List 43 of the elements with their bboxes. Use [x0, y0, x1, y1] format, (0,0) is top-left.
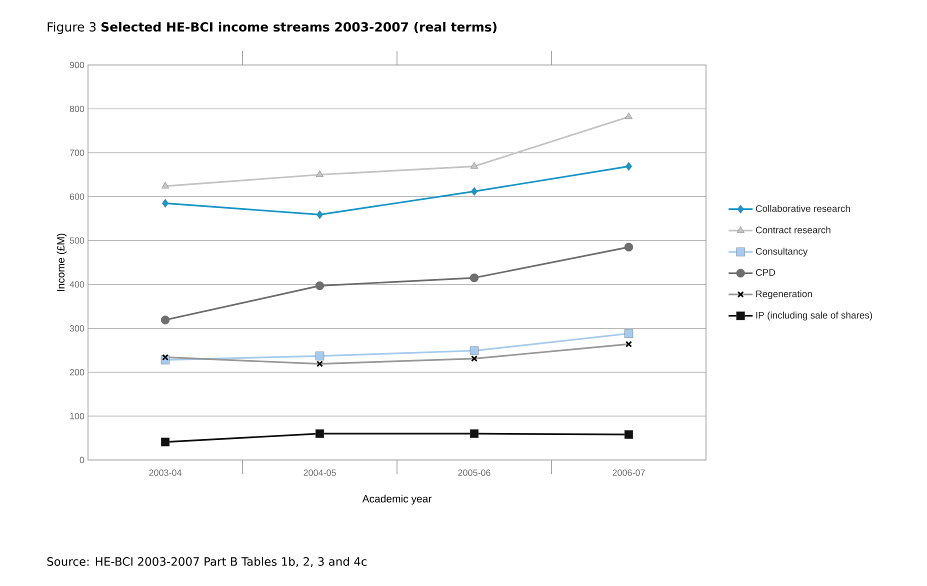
point: [162, 198, 169, 208]
point: [470, 274, 479, 282]
point: [470, 187, 478, 196]
legend-label: IP (including sale of shares): [756, 312, 872, 320]
point: [625, 162, 632, 171]
x-tick-label: 2006-07: [612, 470, 645, 476]
point: [160, 438, 170, 446]
point: [315, 281, 324, 290]
y-tick-label: 900: [70, 62, 84, 68]
legend-label: Consultancy: [756, 248, 808, 257]
point: [470, 162, 478, 169]
point: [470, 346, 479, 356]
point: [315, 352, 324, 360]
point: [315, 429, 324, 438]
y-tick-label: 300: [70, 325, 84, 332]
y-tick-label: 200: [70, 369, 84, 376]
point: [624, 112, 633, 120]
point: [470, 429, 479, 438]
legend-label: Regeneration: [756, 290, 812, 300]
y-tick-label: 400: [70, 281, 84, 288]
legend-label: Contract research: [756, 226, 830, 234]
point: [160, 316, 170, 324]
point: [624, 242, 634, 252]
x-tick-label: 2005-06: [458, 470, 490, 476]
legend-label: CPD: [756, 269, 776, 276]
point: [161, 182, 170, 188]
source-note: Source: HE-BCI 2003-2007 Part B Tables 1b, 2, 3 and 4c: [47, 556, 367, 568]
point: [316, 210, 324, 219]
y-tick-label: 800: [70, 106, 84, 112]
legend-label: Collaborative research: [756, 204, 850, 212]
point: [624, 430, 634, 439]
point: [316, 170, 324, 177]
chart-title: Figure 3 Selected HE-BCI income streams 2003-2007 (real terms): [48, 22, 496, 34]
x-tick-label: 2004-05: [304, 470, 336, 476]
point: [624, 329, 634, 338]
y-tick-label: 0: [80, 456, 84, 464]
y-tick-label: 700: [70, 150, 84, 156]
y-tick-label: 600: [70, 193, 84, 200]
x-axis-title: Academic year: [362, 494, 432, 505]
y-tick-label: 500: [70, 237, 84, 244]
y-axis-title: Income (£M): [56, 234, 67, 291]
x-tick-label: 2003-04: [149, 470, 182, 476]
y-tick-label: 100: [70, 412, 84, 420]
